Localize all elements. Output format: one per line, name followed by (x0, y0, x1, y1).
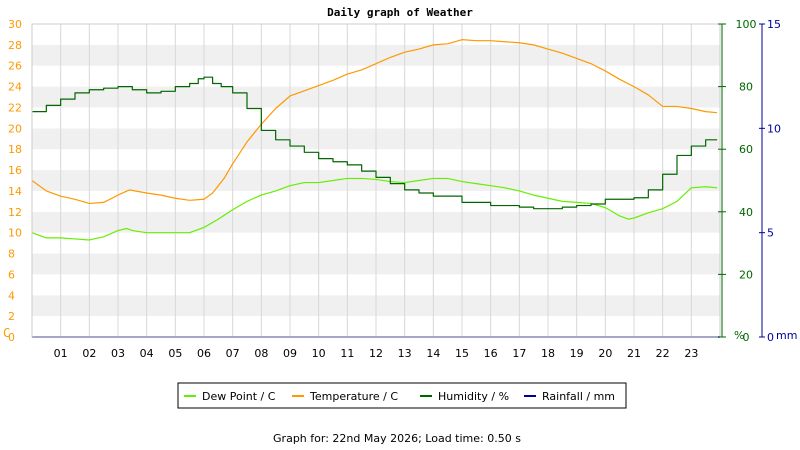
temperature-tick-label: 28 (8, 39, 22, 52)
temperature-tick-label: 6 (8, 268, 15, 281)
temperature-tick-label: 20 (8, 122, 22, 135)
x-tick-label: 02 (82, 347, 96, 360)
humidity-tick-label: 0 (743, 331, 750, 344)
rainfall-tick-label: 5 (767, 227, 774, 240)
x-tick-label: 16 (484, 347, 498, 360)
humidity-tick-label: 40 (739, 206, 753, 219)
humidity-tick-label: 60 (739, 143, 753, 156)
x-tick-label: 01 (54, 347, 68, 360)
temperature-tick-label: 24 (8, 81, 22, 94)
x-tick-label: 10 (312, 347, 326, 360)
x-tick-label: 17 (512, 347, 526, 360)
temperature-c-legend-label: Temperature / C (309, 390, 398, 403)
temperature-tick-label: 22 (8, 101, 22, 114)
temperature-tick-label: 16 (8, 164, 22, 177)
rainfall-tick-label: 15 (767, 18, 781, 31)
temperature-tick-label: 4 (8, 289, 15, 302)
x-tick-label: 06 (197, 347, 211, 360)
x-tick-label: 09 (283, 347, 297, 360)
humidity-series-line (32, 76, 718, 210)
humidity-legend-label: Humidity / % (438, 390, 509, 403)
temperature-tick-label: 26 (8, 60, 22, 73)
legend-box (177, 382, 627, 409)
temperature-axis-unit: C (3, 326, 10, 340)
hour-axis-ticks: 01 02 03 04 05 06 07 08 09 10 11 12 13 14 15 16 17 18 19 20… (54, 347, 699, 360)
x-tick-label: 11 (340, 347, 354, 360)
temperature-tick-label: 2 (8, 310, 15, 323)
x-tick-label: 22 (656, 347, 670, 360)
temperature-tick-label: 14 (8, 185, 22, 198)
x-tick-label: 08 (254, 347, 268, 360)
x-tick-label: 15 (455, 347, 469, 360)
temperature-tick-label: 8 (8, 248, 15, 261)
temperature-tick-label: 10 (8, 227, 22, 240)
rainfall-tick-label: 10 (767, 122, 781, 135)
rainfall-axis-unit: mm (776, 329, 797, 342)
temperature-tick-label: 30 (8, 18, 22, 31)
x-tick-label: 13 (398, 347, 412, 360)
x-tick-label: 12 (369, 347, 383, 360)
x-tick-label: 18 (541, 347, 555, 360)
temperature-tick-label: 0 (8, 331, 15, 344)
dew-point-c-legend-label: Dew Point / C (202, 390, 276, 403)
rainfall-mm-legend-label: Rainfall / mm (542, 390, 615, 403)
x-tick-label: 19 (570, 347, 584, 360)
humidity-axis-unit: % (734, 329, 744, 342)
humidity-tick-label: 20 (739, 268, 753, 281)
x-tick-label: 23 (684, 347, 698, 360)
x-tick-label: 21 (627, 347, 641, 360)
humidity-tick-label: 80 (739, 81, 753, 94)
humidity-tick-label: 100 (736, 18, 757, 31)
humidity-axis-ticks: 0 20 40 60 80 100 (718, 18, 757, 344)
temperature-tick-label: 18 (8, 143, 22, 156)
vertical-gridlines (60, 24, 692, 337)
x-tick-label: 07 (226, 347, 240, 360)
x-tick-label: 05 (168, 347, 182, 360)
temperature-c-series-line (31, 39, 718, 205)
x-tick-label: 14 (426, 347, 440, 360)
temperature-tick-label: 12 (8, 206, 22, 219)
x-tick-label: 03 (111, 347, 125, 360)
rainfall-tick-label: 0 (767, 331, 774, 344)
chart-title: Daily graph of Weather (327, 6, 473, 19)
legend: Dew Point / C Temperature / C Humidity / %… (177, 382, 627, 409)
dew-point-c-series-line (31, 177, 718, 241)
x-tick-label: 20 (598, 347, 612, 360)
x-tick-label: 04 (140, 347, 154, 360)
footer-text: Graph for: 22nd May 2026; Load time: 0.5… (273, 432, 521, 445)
plot-frame (31, 23, 721, 338)
rainfall-axis-ticks: 0 5 10 15 (759, 18, 781, 344)
